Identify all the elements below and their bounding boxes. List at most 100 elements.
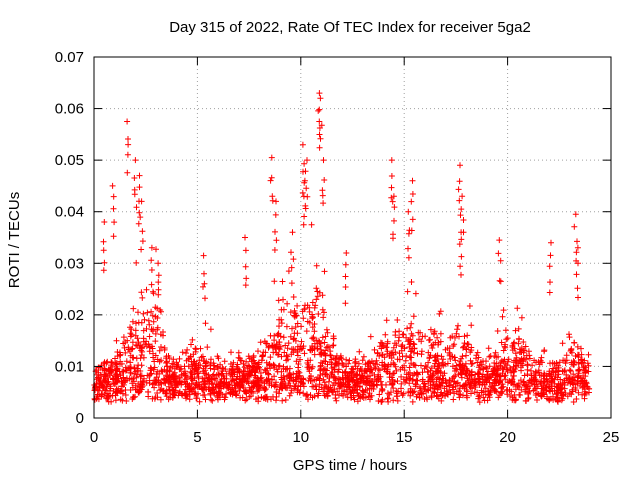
data-point xyxy=(320,376,327,383)
data-point xyxy=(303,391,310,398)
data-point xyxy=(228,349,234,356)
data-point xyxy=(222,366,229,373)
data-point xyxy=(108,359,115,365)
data-point xyxy=(355,360,362,367)
data-point xyxy=(163,387,170,394)
data-point xyxy=(413,377,420,384)
data-point xyxy=(262,366,269,373)
data-point xyxy=(526,377,533,384)
data-point xyxy=(407,392,414,399)
data-point xyxy=(322,333,329,340)
data-point xyxy=(514,305,521,312)
data-point xyxy=(240,367,247,374)
data-point xyxy=(113,337,120,344)
data-point xyxy=(438,389,445,396)
data-point xyxy=(129,339,136,346)
data-point xyxy=(419,376,426,383)
data-point xyxy=(569,388,576,395)
data-point xyxy=(283,374,290,380)
data-point xyxy=(562,360,569,367)
data-point xyxy=(132,382,139,389)
data-point xyxy=(228,386,235,393)
data-point xyxy=(250,383,257,390)
data-point xyxy=(272,228,278,235)
data-point xyxy=(359,394,366,400)
data-point xyxy=(135,309,141,316)
data-point xyxy=(223,390,230,397)
data-point xyxy=(154,324,161,331)
data-point xyxy=(208,396,215,403)
data-point xyxy=(316,144,323,151)
data-point xyxy=(131,175,138,181)
data-point xyxy=(476,376,483,383)
data-point xyxy=(564,393,571,400)
data-point xyxy=(551,376,558,383)
data-point xyxy=(286,392,293,399)
data-point xyxy=(127,324,133,331)
data-point xyxy=(245,353,252,360)
data-point xyxy=(457,162,463,169)
data-point xyxy=(322,382,329,389)
data-point xyxy=(261,387,268,394)
data-point xyxy=(432,368,439,375)
data-point xyxy=(285,380,292,387)
data-point xyxy=(399,331,406,338)
data-point xyxy=(168,373,175,380)
data-point xyxy=(413,393,420,400)
data-point xyxy=(458,355,465,362)
data-point xyxy=(313,285,320,292)
data-point xyxy=(579,384,586,391)
data-point xyxy=(423,388,430,395)
data-point xyxy=(354,386,361,393)
data-point xyxy=(138,198,145,205)
data-point xyxy=(152,330,159,337)
data-point xyxy=(359,357,366,364)
data-point xyxy=(548,239,554,246)
data-point xyxy=(463,387,470,393)
data-point xyxy=(210,360,217,367)
data-point xyxy=(253,396,259,403)
data-point xyxy=(148,257,155,264)
data-point xyxy=(327,352,334,359)
data-point xyxy=(281,382,288,389)
data-point xyxy=(444,360,451,367)
data-point xyxy=(182,392,189,399)
data-point xyxy=(158,386,165,393)
data-point xyxy=(492,364,499,371)
data-point xyxy=(492,376,499,383)
data-point xyxy=(409,398,416,405)
data-point xyxy=(398,343,405,350)
data-point xyxy=(202,295,208,302)
data-point xyxy=(461,333,468,340)
data-point xyxy=(460,382,467,389)
data-point xyxy=(384,366,391,373)
data-point xyxy=(153,246,159,253)
data-point xyxy=(425,369,432,376)
data-point xyxy=(496,363,502,370)
data-point xyxy=(481,397,488,404)
data-point xyxy=(500,347,507,354)
data-point xyxy=(416,385,423,392)
data-point xyxy=(326,375,333,381)
data-point xyxy=(456,361,463,368)
data-point xyxy=(316,90,323,97)
data-point xyxy=(193,391,199,398)
data-point xyxy=(526,355,533,362)
data-point xyxy=(325,378,332,385)
y-tick-label: 0.01 xyxy=(55,358,84,375)
data-point xyxy=(333,397,340,404)
data-point xyxy=(161,345,168,351)
data-point xyxy=(406,364,413,371)
data-point xyxy=(383,381,389,388)
data-point xyxy=(521,347,528,354)
data-point xyxy=(288,249,294,256)
data-point xyxy=(311,340,318,347)
data-point xyxy=(325,388,332,395)
data-point xyxy=(142,341,149,348)
data-point xyxy=(429,345,436,351)
data-point xyxy=(113,389,120,396)
data-point xyxy=(280,334,287,341)
data-point xyxy=(342,381,349,388)
data-point xyxy=(486,353,493,360)
data-point xyxy=(442,377,449,384)
